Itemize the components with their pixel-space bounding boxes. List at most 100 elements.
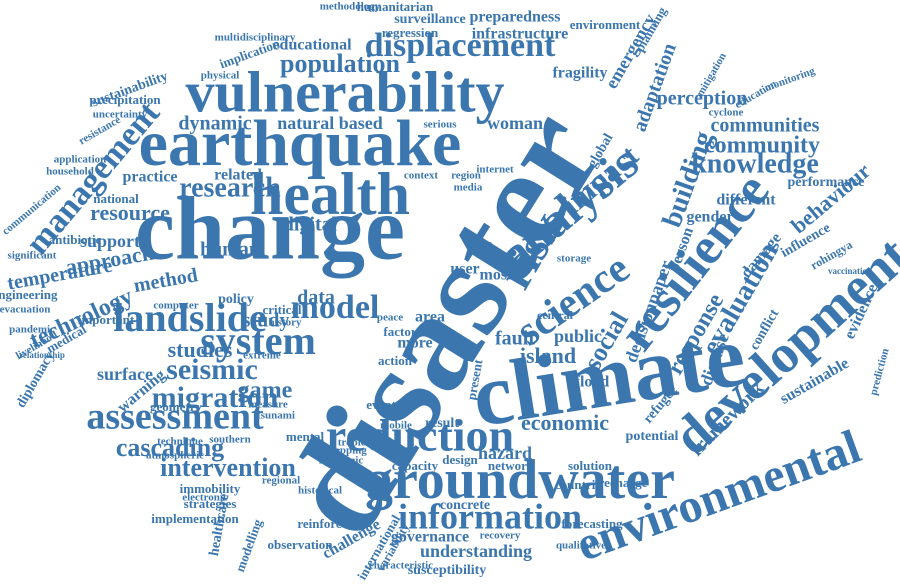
word: implementation [151,511,239,526]
word: evacuation [0,304,50,316]
word: game [238,378,293,404]
word: critical [263,302,302,317]
word: humanitarian [357,0,434,14]
word: potential [626,429,679,444]
word: mental [286,429,325,444]
word: migration [152,381,279,414]
word: engineering [0,287,58,302]
word: cascading [116,433,224,462]
word: important [78,312,135,327]
word: research [179,172,281,203]
word: relationship [19,350,65,360]
word: vaccination [828,266,872,276]
word: intervention [160,453,296,482]
word: fault [495,328,535,350]
word: precipitation [89,92,161,107]
word: different [716,192,776,209]
word: landslide [113,295,266,340]
word: natural based [277,113,383,133]
word: tsunami [257,410,295,422]
word: woman [487,113,543,133]
word: africa [504,257,537,272]
word: network [488,458,535,473]
word: design [442,452,478,467]
word: measure [248,399,288,411]
word: electronic [182,492,228,504]
word: internet [476,164,514,176]
word: educational [272,37,352,54]
word: action [378,353,413,368]
word: data [297,287,335,309]
word: digital [283,214,338,236]
word: reduction [326,410,514,461]
word: gender [686,209,733,226]
word: significant [8,250,57,262]
word: public [554,326,602,346]
word: change [135,180,405,279]
word: computer [153,300,198,312]
word: system [200,318,316,363]
word: recharge [599,475,648,490]
word: technique [157,436,203,448]
word: flood [575,374,610,391]
word: fragility [552,65,607,82]
word: countrie [555,477,601,492]
word: reinforced [297,516,355,531]
word: southern [209,434,251,446]
word: strategies [184,496,237,511]
word: extreme [243,350,281,362]
word: seismic [166,353,258,386]
word: understanding [420,541,532,561]
word: related [214,167,262,184]
word: health [250,161,410,227]
word: island [520,343,576,368]
word: time [468,236,493,251]
word: user [450,261,479,278]
word: population [280,49,400,78]
word: human [200,239,260,261]
word: pandemic [9,324,55,336]
word: regional [262,475,300,487]
word: monitoring [763,65,817,94]
word: community [704,133,820,159]
word: model [291,289,380,326]
word: resource [90,200,170,225]
word: policy [218,292,254,307]
word: performance [788,175,865,190]
word: assessment [86,396,264,438]
word: context [404,170,439,182]
word: national [93,191,139,206]
word: studies [168,337,233,362]
word: environment [570,17,641,32]
word: study [243,310,290,332]
word: concrete [440,498,490,513]
word: communities [711,115,820,137]
word: storage [557,253,591,265]
word: support [80,231,140,251]
word: tropical [338,437,374,449]
word: region [451,170,481,182]
word: immobility [180,481,241,496]
word: qualitative [556,540,606,552]
word: capacity [392,458,439,473]
word: characteristic [369,560,433,572]
word: practice [122,169,177,186]
word: observation [268,537,334,552]
word: antibiotic [49,232,102,247]
word: application [54,154,107,166]
word: dynamic [178,113,251,135]
word: historical [298,485,342,497]
word: regression [382,25,439,40]
word: more [397,335,432,352]
word: media [454,182,483,194]
word: factor [383,324,416,339]
word: information [398,496,582,536]
word: atmospheric [146,450,204,462]
word: infrastructure [472,26,569,43]
word: household [46,166,94,178]
word: peace [377,312,403,324]
word: mechanic [319,455,364,467]
word: prediction [868,347,892,397]
word: surveillance [394,12,466,27]
